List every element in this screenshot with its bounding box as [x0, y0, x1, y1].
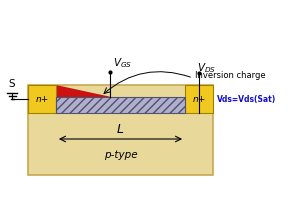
Polygon shape — [56, 85, 185, 113]
Text: Vds=Vds(Sat): Vds=Vds(Sat) — [217, 95, 276, 103]
Text: Inversion charge: Inversion charge — [195, 71, 266, 80]
Bar — [28, 85, 56, 113]
Text: $V_{GS}$: $V_{GS}$ — [113, 56, 132, 70]
Text: $V_{DS}$: $V_{DS}$ — [197, 61, 216, 75]
Text: S: S — [9, 79, 15, 89]
Text: n+: n+ — [35, 95, 49, 103]
Text: n+: n+ — [192, 95, 206, 103]
Text: L: L — [117, 123, 124, 136]
Bar — [28, 85, 213, 175]
Bar — [185, 85, 213, 113]
Bar — [56, 97, 185, 113]
Text: p-type: p-type — [104, 150, 137, 160]
